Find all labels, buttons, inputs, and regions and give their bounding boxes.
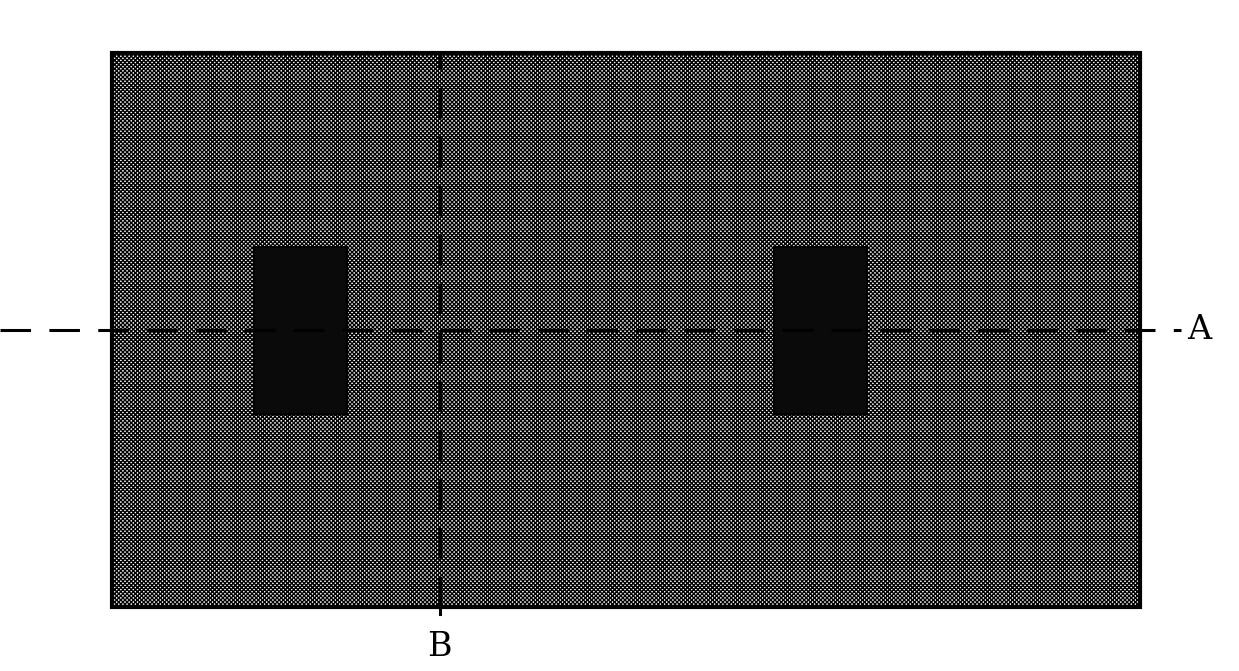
Bar: [254, 247, 347, 414]
Bar: [774, 247, 867, 414]
Bar: [112, 54, 1140, 607]
Text: A: A: [1187, 315, 1212, 346]
Text: B: B: [427, 631, 452, 663]
